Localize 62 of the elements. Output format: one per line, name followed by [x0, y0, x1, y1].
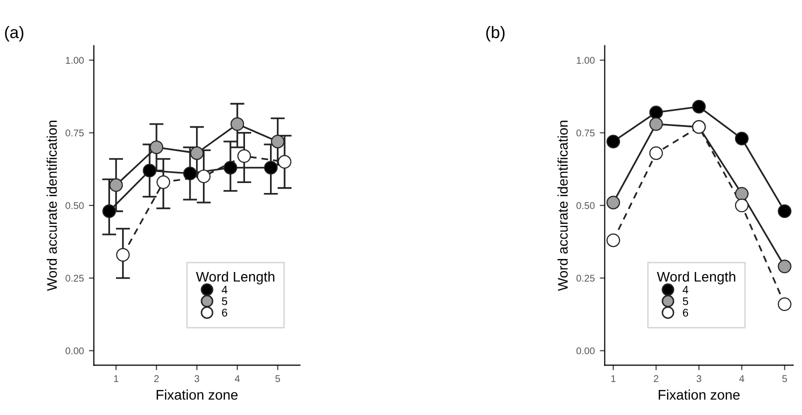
y-tick-label: 0.50 — [576, 202, 595, 210]
point — [649, 146, 663, 160]
legend-label: 4 — [682, 286, 688, 294]
y-tick-label: 0.25 — [576, 274, 595, 282]
point — [734, 198, 749, 212]
point — [224, 160, 238, 174]
x-axis-title: Fixation zone — [658, 390, 740, 400]
y-tick-label: 0.75 — [66, 130, 84, 136]
legend-label: 5 — [222, 297, 228, 306]
x-tick-label: 2 — [654, 375, 658, 382]
legend-label: 6 — [222, 308, 228, 317]
point — [150, 140, 164, 154]
text: (a) — [5, 26, 24, 42]
x-tick-label: 1 — [114, 375, 118, 382]
point — [734, 132, 749, 146]
y-tick-label: 0.50 — [66, 202, 84, 210]
y-tick-label: 1.00 — [576, 56, 595, 64]
point — [606, 233, 620, 248]
x-tick-label: 4 — [234, 375, 240, 382]
point — [734, 187, 749, 201]
point — [183, 166, 197, 180]
point — [102, 204, 116, 218]
y-tick-label: 0.00 — [66, 347, 84, 354]
legend-label: 4 — [222, 286, 228, 294]
x-tick-label: 3 — [696, 375, 702, 382]
point — [264, 160, 278, 174]
text: (b) — [486, 26, 505, 42]
y-axis-title: Word accurate identification — [558, 120, 568, 291]
point — [142, 164, 156, 178]
y-tick-label: 0.25 — [66, 274, 84, 282]
point — [606, 196, 620, 210]
x-tick-label: 2 — [154, 375, 159, 382]
y-tick-label: 0.00 — [576, 347, 595, 354]
point — [606, 134, 620, 148]
point — [190, 146, 204, 160]
y-tick-label: 0.75 — [576, 130, 595, 136]
point — [778, 297, 792, 311]
point — [237, 149, 251, 163]
y-axis-title: Word accurate identification — [46, 120, 57, 291]
legend-title: Word Length — [196, 271, 274, 284]
y-tick-label: 1.00 — [66, 56, 84, 64]
point — [196, 170, 211, 184]
legend-label: 5 — [682, 297, 688, 306]
point — [649, 117, 663, 131]
point — [278, 155, 292, 169]
x-tick-label: 5 — [782, 375, 787, 382]
x-tick-label: 1 — [611, 375, 616, 382]
point — [778, 260, 792, 274]
legend-title: Word Length — [656, 271, 736, 284]
x-axis-title: Fixation zone — [156, 390, 238, 400]
legend-label: 6 — [682, 308, 688, 317]
x-tick-label: 3 — [194, 375, 200, 382]
x-tick-label: 5 — [275, 375, 280, 382]
point — [116, 248, 130, 262]
point — [778, 204, 792, 218]
point — [230, 117, 244, 131]
point — [649, 106, 663, 120]
x-tick-label: 4 — [739, 375, 744, 382]
point — [109, 178, 123, 192]
point — [156, 175, 170, 189]
point — [692, 100, 706, 114]
point — [270, 134, 285, 148]
